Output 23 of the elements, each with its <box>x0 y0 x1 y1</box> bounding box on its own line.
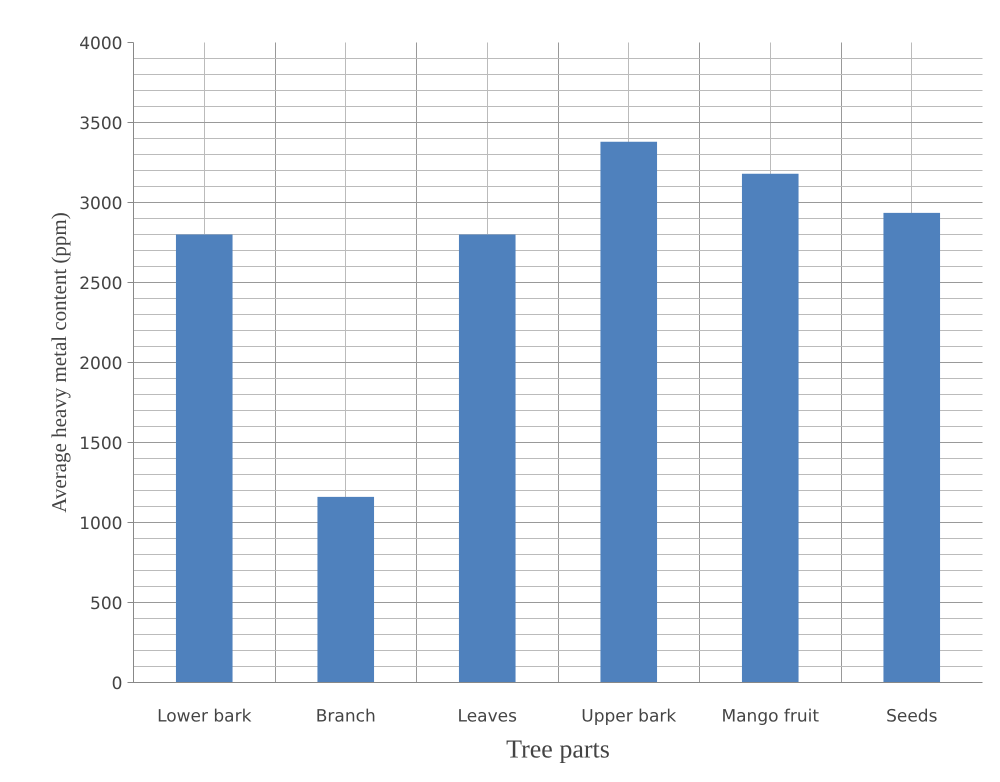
x-tick-label: Branch <box>316 706 376 726</box>
bar <box>458 234 516 682</box>
x-tick-label: Lower bark <box>157 706 252 726</box>
y-tick-label: 1500 <box>79 434 122 454</box>
y-tick-label: 3000 <box>79 194 122 214</box>
bar <box>600 142 658 682</box>
y-tick-label: 0 <box>112 674 123 694</box>
x-tick-label: Seeds <box>886 706 938 726</box>
x-axis-title: Tree parts <box>506 734 610 764</box>
y-tick-label: 3500 <box>79 114 122 134</box>
y-tick-label: 500 <box>90 594 123 614</box>
x-tick-label: Upper bark <box>581 706 676 726</box>
bar <box>883 212 940 682</box>
y-tick-label: 1000 <box>79 514 122 534</box>
bar <box>176 234 233 682</box>
bar <box>742 174 799 682</box>
x-tick-label: Mango fruit <box>721 706 820 726</box>
y-tick-label: 4000 <box>79 34 122 54</box>
y-tick-label: 2500 <box>79 274 122 294</box>
y-tick-label: 2000 <box>79 354 122 374</box>
y-axis-title: Average heavy metal content (ppm) <box>47 212 72 513</box>
x-tick-label: Leaves <box>458 706 518 726</box>
bar <box>317 496 374 682</box>
